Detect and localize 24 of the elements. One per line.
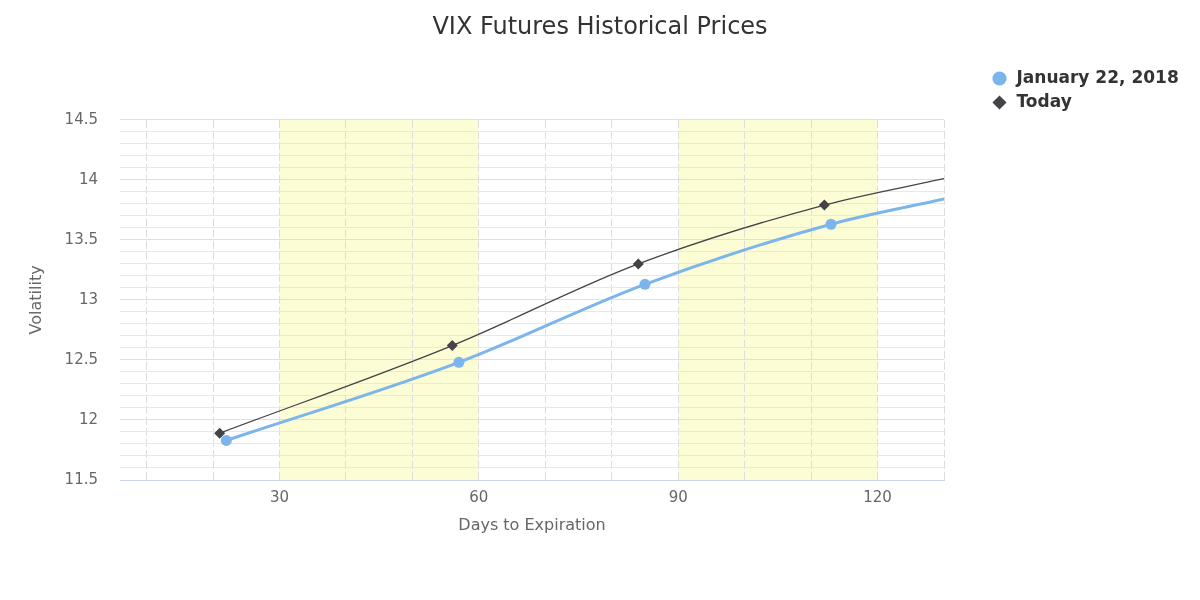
- point: [825, 218, 837, 230]
- y-tick-label: 13: [78, 289, 98, 308]
- x-tick-label: 30: [269, 487, 290, 506]
- x-tick-label: 90: [668, 487, 688, 506]
- chart-title: VIX Futures Historical Prices: [432, 11, 768, 40]
- legend-label: January 22, 2018: [1015, 66, 1179, 87]
- x-axis-title: Days to Expiration: [458, 514, 606, 534]
- point: [446, 340, 458, 352]
- legend-label: Today: [1016, 90, 1072, 111]
- point: [220, 434, 232, 446]
- point: [453, 356, 465, 368]
- y-tick-label: 12: [78, 409, 98, 428]
- y-tick-label: 11.5: [64, 469, 98, 488]
- point: [214, 427, 226, 439]
- point: [632, 258, 644, 270]
- point: [639, 278, 651, 290]
- y-tick-label: 14: [78, 169, 98, 188]
- y-tick-label: 12.5: [64, 349, 98, 368]
- point: [818, 199, 830, 211]
- x-tick-label: 120: [863, 487, 892, 506]
- y-axis-title: Volatility: [25, 265, 45, 335]
- y-tick-label: 14.5: [64, 109, 98, 128]
- x-tick-label: 60: [469, 487, 489, 506]
- y-tick-label: 13.5: [64, 229, 98, 248]
